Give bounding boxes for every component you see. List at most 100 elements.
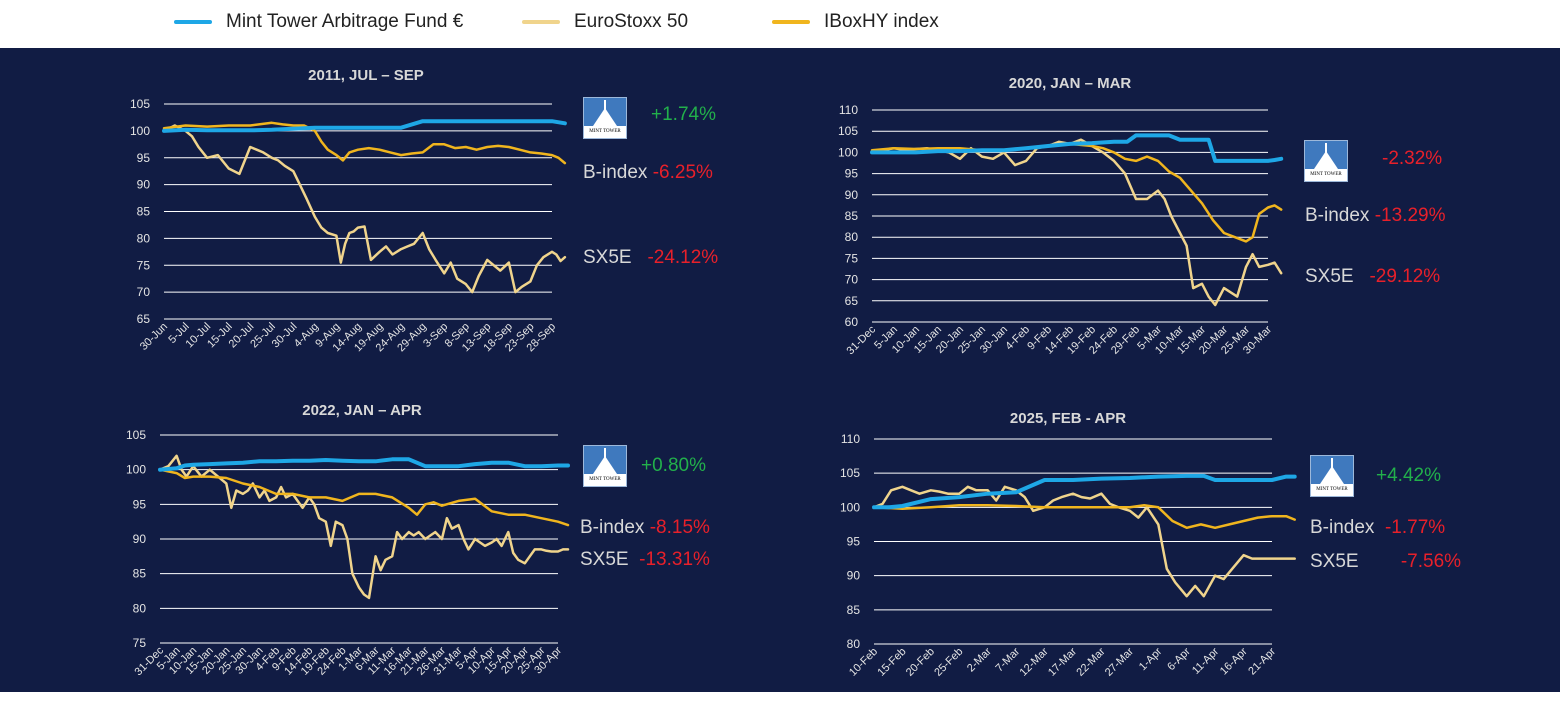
y-tick-label: 105 — [840, 466, 860, 480]
y-tick-label: 80 — [137, 231, 151, 245]
bindex-2011: B-index -6.25% — [583, 162, 713, 184]
fund-return-2020: -2.32% — [1382, 148, 1443, 169]
legend-item-iboxhy: IBoxHY index — [772, 10, 939, 34]
series-line-iboxhy — [872, 504, 1296, 530]
series-line-eurostoxx — [162, 124, 567, 294]
chart-title: 2025, FEB - APR — [1010, 410, 1126, 427]
mint-tower-logo-icon: MINT TOWER — [1304, 140, 1348, 182]
sx5e-2025: SX5E -7.56% — [1310, 551, 1461, 573]
x-tick-label: 12-Mar — [1018, 645, 1051, 678]
x-tick-label: 1-Apr — [1137, 645, 1165, 673]
y-tick-label: 100 — [838, 145, 858, 159]
x-tick-label: 22-Mar — [1074, 645, 1107, 678]
y-tick-label: 85 — [133, 567, 147, 581]
bindex-2022: B-index -8.15% — [580, 517, 710, 539]
fund-return-2022: +0.80% — [641, 455, 706, 476]
bindex-value-2025: -1.77% — [1384, 517, 1446, 538]
bindex-label-2022: B-index — [580, 517, 645, 538]
y-tick-label: 65 — [845, 294, 859, 308]
bindex-value-2022: -8.15% — [649, 517, 710, 538]
y-tick-label: 90 — [137, 178, 151, 192]
sx5e-label-2025: SX5E — [1310, 551, 1359, 572]
y-tick-label: 85 — [137, 205, 151, 219]
x-tick-label: 25-Feb — [932, 646, 965, 679]
sx5e-2022: SX5E -13.31% — [580, 549, 710, 571]
y-tick-label: 75 — [137, 258, 151, 272]
x-tick-label: 21-Apr — [1246, 645, 1278, 677]
series-line-eurostoxx — [872, 485, 1296, 598]
y-tick-label: 70 — [845, 273, 859, 287]
y-tick-label: 80 — [845, 230, 859, 244]
chart-title: 2020, JAN – MAR — [1009, 75, 1132, 92]
chart-1: 2020, JAN – MAR 60 65 70 75 80 85 90 95 100 105 110… — [838, 75, 1284, 357]
y-tick-label: 100 — [130, 124, 150, 138]
bindex-label-2020: B-index — [1305, 205, 1370, 226]
y-tick-label: 105 — [838, 124, 858, 138]
legend-label-iboxhy: IBoxHY index — [824, 11, 939, 32]
y-tick-label: 75 — [845, 251, 859, 265]
legend-item-eurostoxx: EuroStoxx 50 — [522, 10, 688, 34]
y-tick-label: 95 — [847, 535, 861, 549]
mint-tower-logo-icon: MINT TOWER — [583, 97, 627, 139]
bottom-strip — [0, 692, 1560, 702]
y-tick-label: 100 — [126, 463, 146, 477]
y-tick-label: 110 — [839, 103, 858, 117]
bindex-value-2011: -6.25% — [652, 162, 713, 183]
y-tick-label: 75 — [133, 636, 147, 650]
series-line-fund — [872, 473, 1297, 510]
legend-swatch-eurostoxx — [522, 20, 560, 24]
bindex-value-2020: -13.29% — [1374, 205, 1446, 226]
chart-title: 2011, JUL – SEP — [308, 67, 424, 84]
fund-return-2025: +4.42% — [1376, 465, 1441, 486]
y-tick-label: 105 — [126, 428, 146, 442]
bindex-2020: B-index -13.29% — [1305, 205, 1445, 227]
y-tick-label: 85 — [845, 209, 859, 223]
y-tick-label: 95 — [133, 497, 147, 511]
series-line-iboxhy — [870, 142, 1283, 243]
bindex-label-2011: B-index — [583, 162, 648, 183]
x-tick-label: 2-Mar — [965, 645, 994, 674]
chart-panel: 2011, JUL – SEP 65 70 75 80 85 90 95 100 105 30-Ju… — [0, 48, 1560, 692]
x-tick-label: 15-Feb — [875, 646, 908, 679]
x-tick-label: 20-Feb — [904, 646, 937, 679]
chart-3: 2025, FEB - APR8085909510010511010-Feb15… — [840, 410, 1297, 679]
x-tick-label: 27-Mar — [1103, 645, 1136, 678]
mint-tower-logo-icon: MINT TOWER — [583, 445, 627, 487]
sx5e-value-2020: -29.12% — [1369, 266, 1441, 287]
series-line-eurostoxx — [158, 454, 570, 600]
y-tick-label: 100 — [840, 500, 860, 514]
x-tick-label: 16-Apr — [1218, 645, 1250, 677]
sx5e-value-2025: -7.56% — [1400, 551, 1462, 572]
y-tick-label: 85 — [847, 603, 861, 617]
x-tick-label: 11-Apr — [1190, 645, 1221, 676]
x-tick-label: 6-Apr — [1165, 645, 1193, 673]
y-tick-label: 95 — [845, 167, 859, 181]
legend-label-fund: Mint Tower Arbitrage Fund € — [226, 11, 464, 32]
sx5e-value-2011: -24.12% — [647, 247, 719, 268]
sx5e-label-2020: SX5E — [1305, 266, 1354, 287]
fund-return-2011: +1.74% — [651, 104, 716, 125]
y-tick-label: 80 — [133, 601, 147, 615]
bindex-label-2025: B-index — [1310, 517, 1375, 538]
y-tick-label: 110 — [841, 432, 860, 446]
x-tick-label: 4-Feb — [1003, 324, 1032, 353]
chart-0: 2011, JUL – SEP6570758085909510010530-Ju… — [130, 67, 567, 354]
chart-2: 2022, JAN – APR758085909510010531-Dec5-J… — [126, 402, 570, 678]
y-tick-label: 90 — [845, 188, 859, 202]
y-tick-label: 80 — [847, 637, 861, 651]
series-line-iboxhy — [162, 121, 567, 165]
series-line-eurostoxx — [870, 138, 1283, 307]
x-tick-label: 17-Mar — [1046, 645, 1079, 678]
sx5e-2020: SX5E -29.12% — [1305, 266, 1440, 288]
legend: Mint Tower Arbitrage Fund € EuroStoxx 50… — [0, 0, 1560, 48]
series-line-fund — [870, 133, 1284, 163]
y-tick-label: 95 — [137, 151, 151, 165]
y-tick-label: 105 — [130, 97, 150, 111]
legend-swatch-iboxhy — [772, 20, 810, 24]
series-line-fund — [162, 119, 567, 133]
series-line-iboxhy — [158, 468, 570, 527]
mint-tower-logo-icon: MINT TOWER — [1310, 455, 1354, 497]
sx5e-label-2011: SX5E — [583, 247, 632, 268]
y-tick-label: 65 — [137, 312, 151, 326]
legend-item-fund: Mint Tower Arbitrage Fund € — [174, 10, 463, 34]
